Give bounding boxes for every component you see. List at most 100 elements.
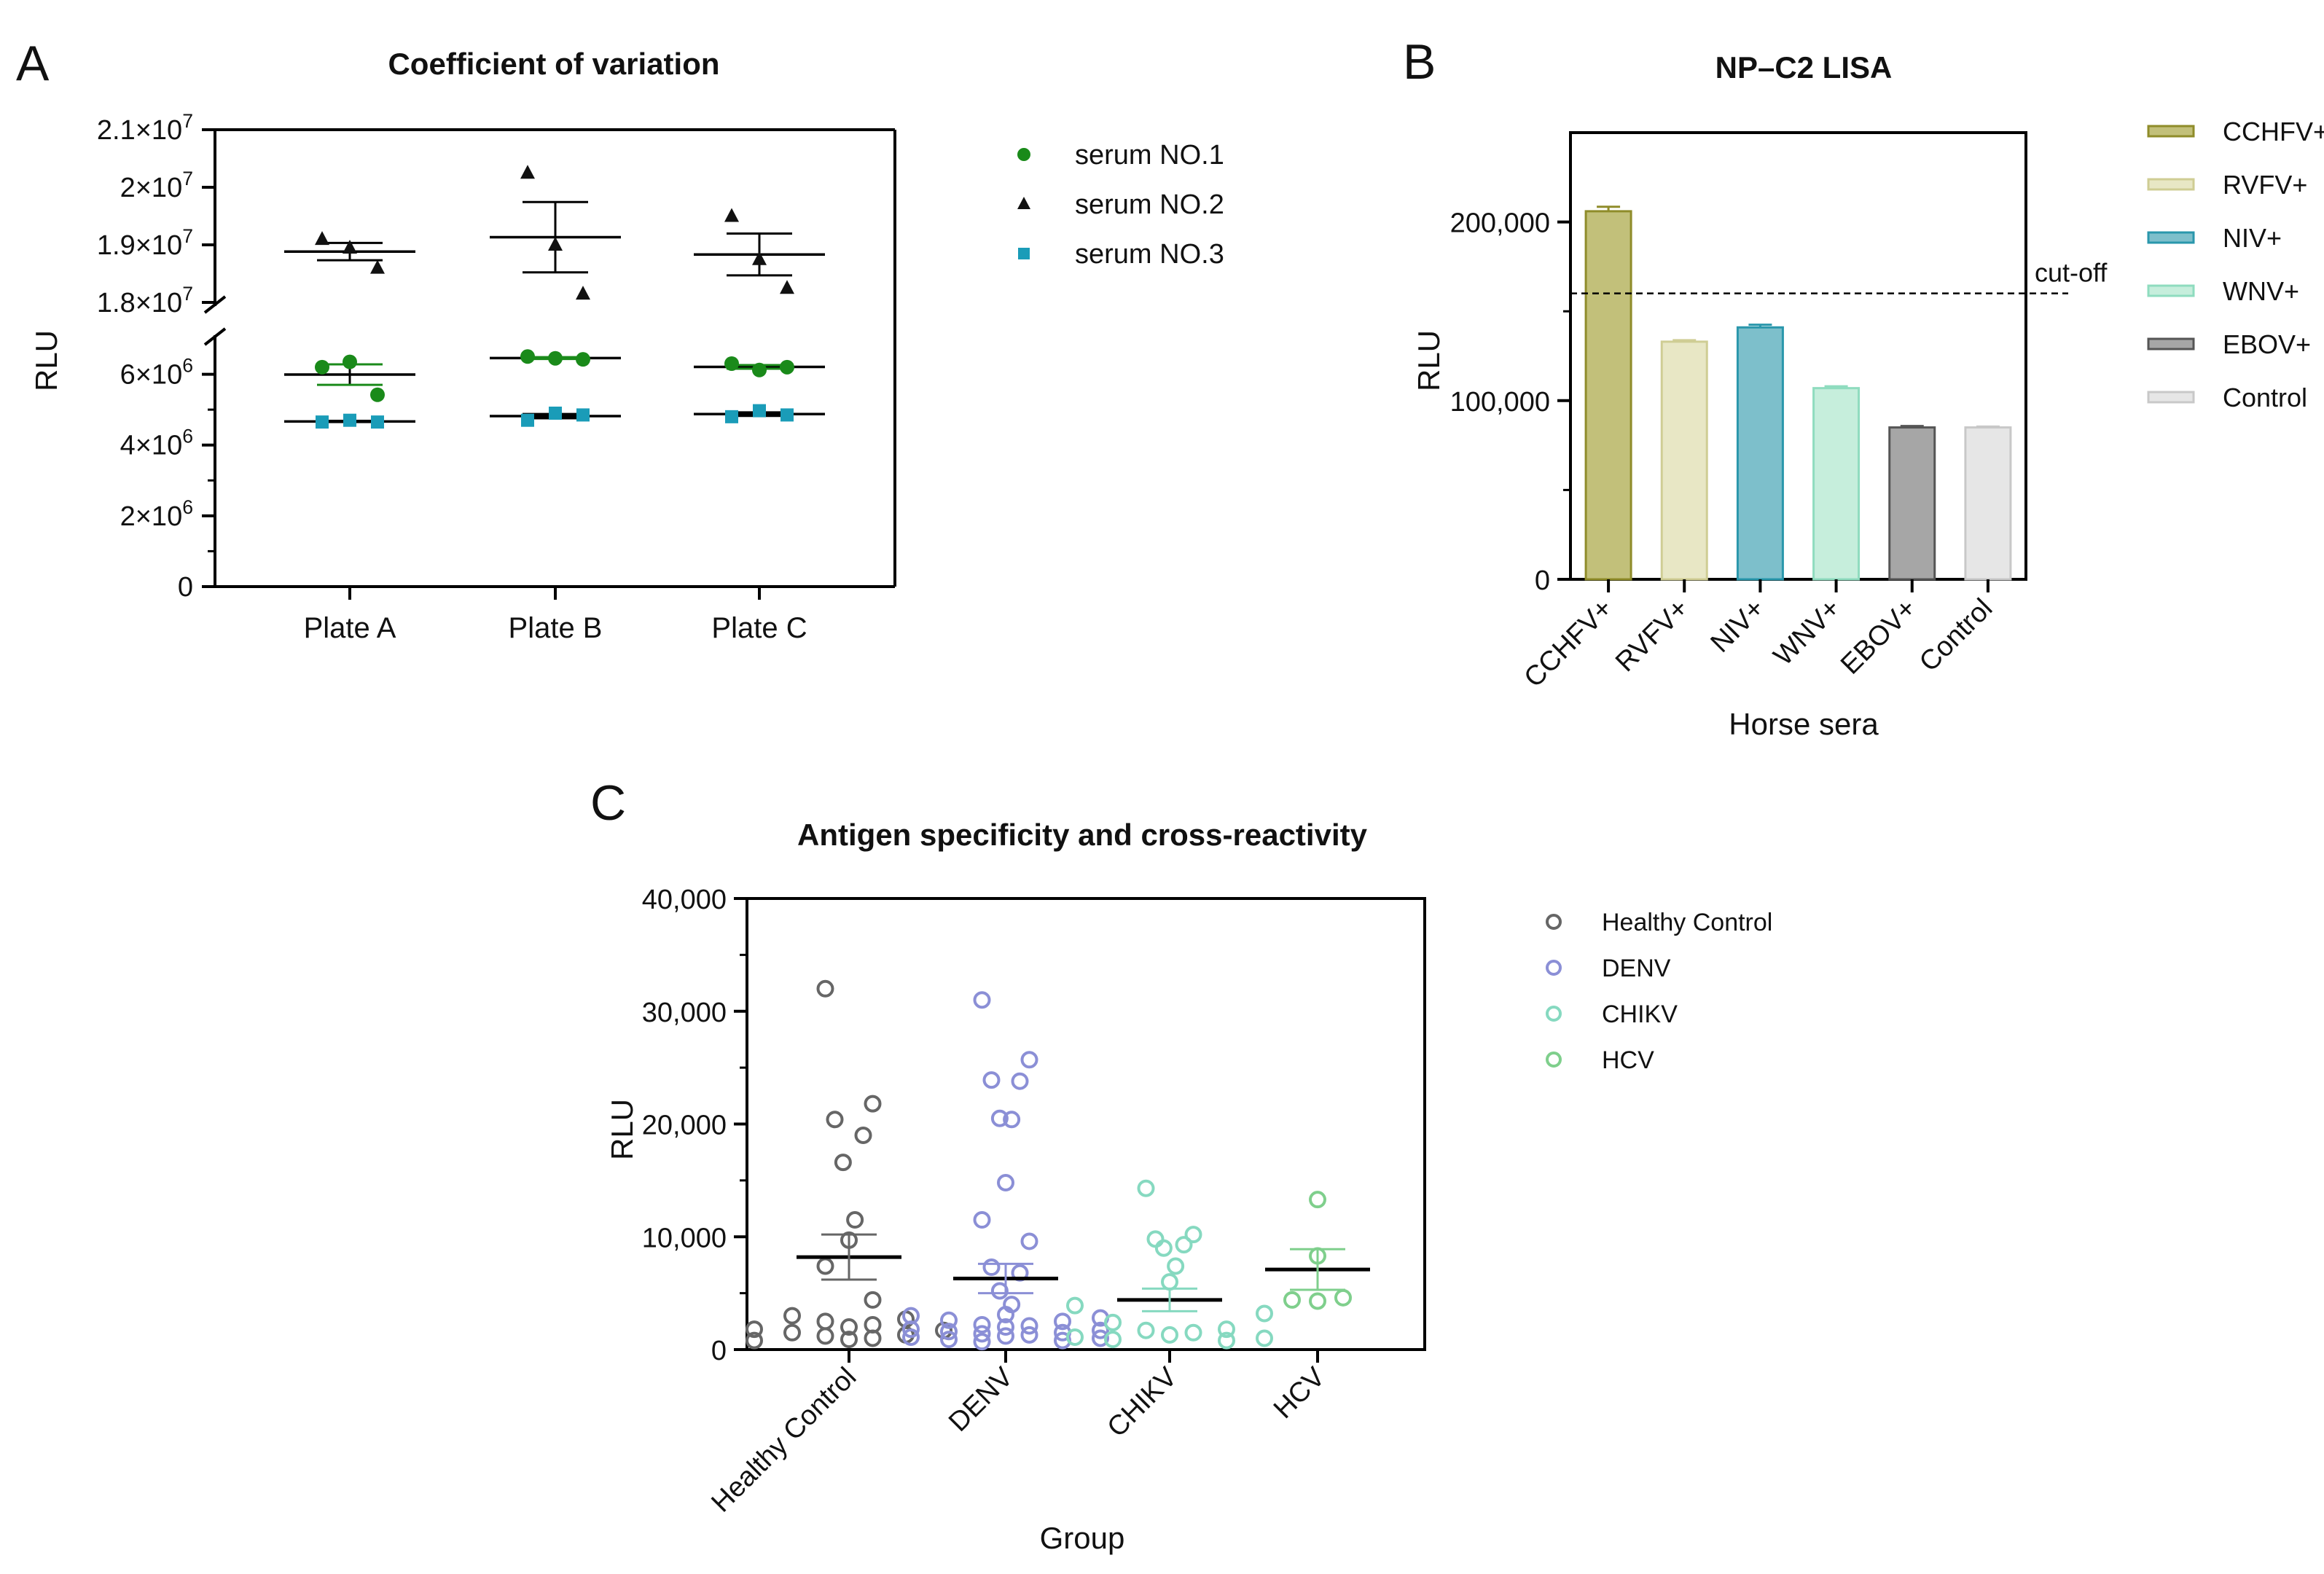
panel-c-point-chikv [1137,1179,1155,1197]
panel-b-legend-label: WNV+ [2223,276,2299,306]
panel-c-point-denv [940,1331,958,1349]
panel-c-point-denv [990,1282,1009,1300]
panel-c-point-chikv [1066,1328,1084,1346]
panel-b-bar [1964,426,2012,581]
panel-a: A Coefficient of variation RLU 0 2×106 4×1… [16,36,1224,644]
panel-b-legend-swatch [2147,178,2195,191]
panel-c-point-chikv [1146,1230,1165,1248]
panel-b-ytick-label: 200,000 [1450,208,1550,239]
panel-c-point-healthy-control [816,1312,834,1331]
panel-a-point-serum3 [725,410,738,423]
panel-b-xtick-label: EBOV+ [1835,593,1922,681]
panel-c-point-healthy-control [783,1307,801,1325]
panel-a-legend-marker [1017,148,1030,161]
panel-c-point-denv [940,1323,958,1341]
panel-b-bar [1660,340,1708,581]
panel-c-point-healthy-control [816,1327,834,1345]
panel-a-point-serum2 [724,208,739,222]
panel-a-legend: serum NO.1 serum NO.2 serum NO.3 [1017,140,1224,270]
panel-c-point-denv [1003,1111,1021,1129]
panel-c-point-healthy-control [746,1331,763,1350]
panel-b-legend-swatch [2147,337,2195,351]
panel-a-point-serum1 [576,352,590,367]
panel-c-point-healthy-control [783,1323,801,1342]
panel-c-legend-marker [1546,1006,1562,1022]
panel-c-point-chikv [1184,1323,1202,1342]
panel-a-point-serum3 [780,408,794,422]
panel-c-point-denv [982,1071,1001,1089]
panel-a-point-serum1 [548,351,563,366]
panel-a-point-serum1 [520,349,535,364]
panel-a-title: Coefficient of variation [388,47,719,81]
panel-c-point-healthy-control [846,1211,864,1229]
panel-a-ytick-label: 2×106 [120,496,193,532]
panel-c-point-healthy-control [816,1257,834,1275]
panel-c-point-healthy-control [826,1111,844,1129]
panel-a-point-serum3 [549,407,562,420]
panel-c-xtick-label: CHIKV [1102,1361,1183,1443]
panel-c-legend: Healthy Control DENV CHIKV HCV [1546,909,1772,1074]
panel-b-xtick-label: RVFV+ [1610,593,1695,678]
panel-b-bar [1812,387,1861,581]
panel-a-xtick-label: Plate B [509,612,603,644]
panel-a-ytick-label: 2.1×107 [97,110,193,146]
panel-c-ytick-label: 10,000 [642,1223,727,1253]
panel-c-point-denv [973,1325,991,1343]
panel-a-xtick-label: Plate C [711,612,807,644]
panel-a-point-serum1 [724,356,739,371]
panel-b: B NP–C2 LISA RLU Horse sera 0 100,000 200,… [1403,34,2324,741]
panel-a-ytick-label: 1.9×107 [97,225,193,261]
panel-c-point-chikv [1218,1331,1235,1350]
panel-a-point-serum2 [780,280,794,294]
panel-c-legend-label: CHIKV [1602,1001,1678,1028]
panel-c-point-denv [1054,1312,1071,1331]
panel-a-point-serum1 [370,387,385,402]
panel-c-ytick-label: 20,000 [642,1111,727,1141]
panel-c-point-denv [1020,1051,1038,1069]
panel-a-point-serum2 [520,165,535,179]
panel-b-bar [1584,210,1632,581]
panel-c-xtick-label: HCV [1268,1361,1331,1425]
panel-c-point-denv [902,1328,920,1346]
panel-a-point-serum3 [521,413,534,427]
panel-c-point-denv [940,1311,958,1329]
panel-b-xtick-label: NIV+ [1705,593,1771,659]
panel-b-frame [1569,131,2027,581]
panel-a-xtick-label: Plate A [304,612,396,644]
panel-c-legend-marker [1546,1052,1562,1068]
panel-b-legend-label: NIV+ [2223,223,2282,253]
panel-c-frame [746,897,1426,1351]
panel-a-ylabel: RLU [29,330,63,391]
panel-c-point-denv [1011,1072,1029,1090]
panel-b-label: B [1403,34,1436,90]
panel-c-point-healthy-control [864,1291,882,1309]
panel-b-cutoff-label: cut-off [2035,258,2108,288]
panel-c-point-healthy-control [834,1154,852,1172]
panel-c-point-healthy-control [864,1095,882,1113]
panel-c-legend-label: HCV [1602,1046,1654,1074]
panel-a-point-serum2 [752,251,767,265]
panel-c-point-denv [997,1306,1014,1324]
panel-c-point-denv [982,1258,1001,1277]
panel-a-point-serum1 [315,359,329,375]
panel-a-point-serum3 [316,415,329,429]
panel-c-point-denv [997,1318,1014,1336]
panel-b-xtick-label: Control [1914,593,1998,678]
panel-b-legend-label: EBOV+ [2223,329,2311,359]
panel-c-legend-label: DENV [1602,955,1671,982]
panel-b-xtick-label: WNV+ [1768,593,1847,672]
panel-c-point-chikv [1175,1236,1193,1254]
panel-a-point-serum3 [753,404,766,418]
panel-c-point-denv [973,991,991,1009]
panel-a-point-serum3 [576,408,590,422]
panel-a-legend-label: serum NO.1 [1075,140,1224,171]
panel-c-point-denv [1020,1232,1038,1250]
panel-c-ytick-label: 30,000 [642,998,727,1028]
panel-c-ylabel: RLU [605,1099,639,1160]
panel-a-axis-break-lower [203,327,227,346]
panel-c-point-healthy-control [840,1331,858,1349]
panel-a-plot: 0 2×106 4×106 6×106 1.8×107 1.9×107 2×107 2.1×1… [97,110,896,644]
panel-b-plot: 0 100,000 200,000 CCHFV+RVFV+ NIV+WNV+EBOV+C… [1450,131,2108,694]
panel-b-ytick-label: 0 [1535,565,1550,596]
panel-c-point-healthy-control [746,1320,763,1339]
